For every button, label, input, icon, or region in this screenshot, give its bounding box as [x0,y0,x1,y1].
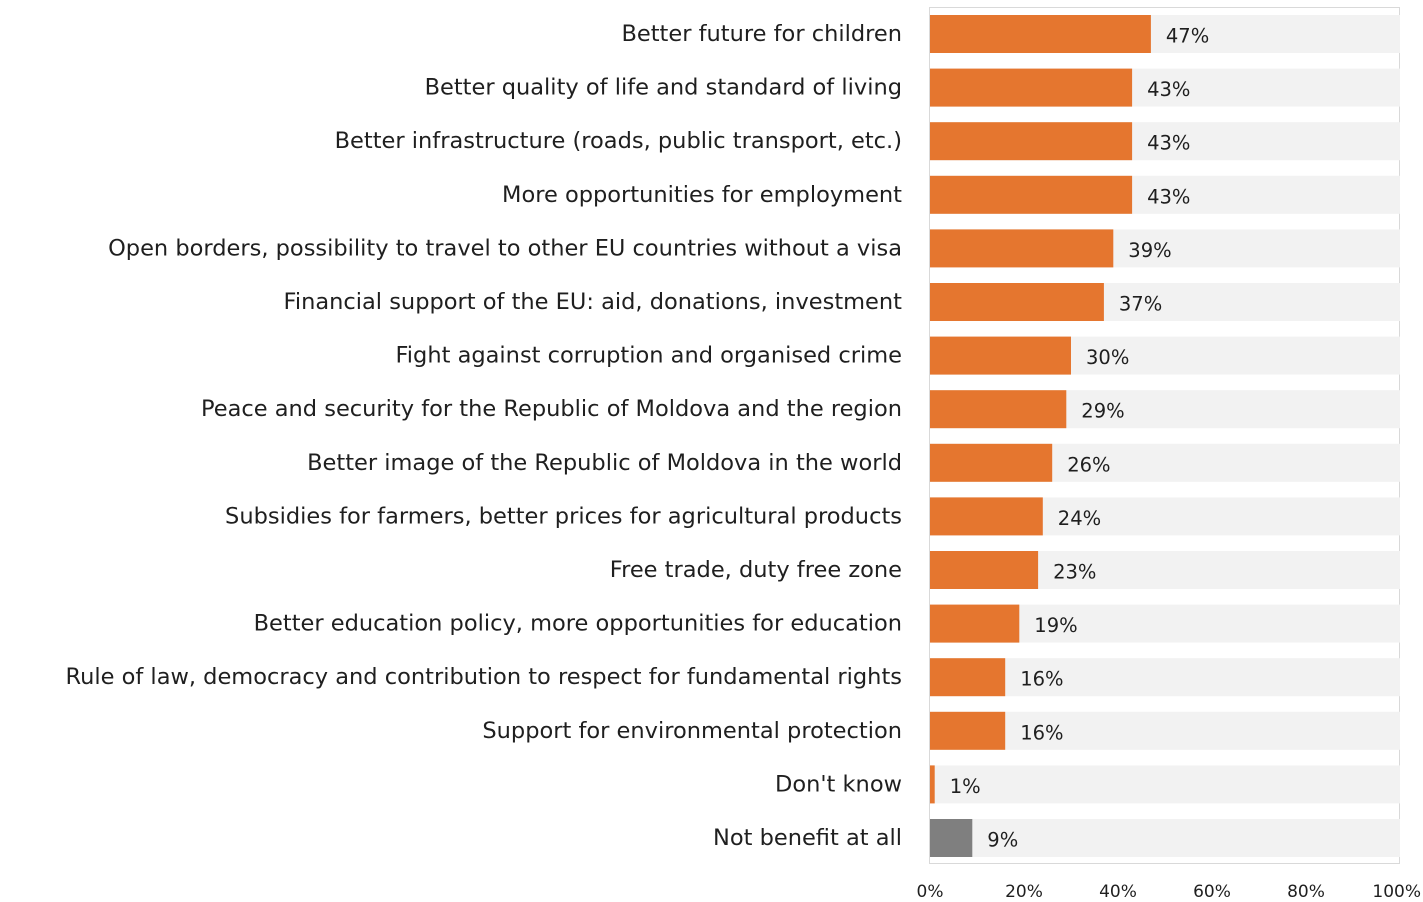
value-label: 39% [1128,239,1171,262]
category-label: Financial support of the EU: aid, donati… [284,289,903,315]
bar [930,122,1133,161]
x-axis-tick-labels: 0% 20% 40% 60% 80% 100% [917,882,1421,902]
value-label: 9% [987,829,1018,852]
value-label: 43% [1147,132,1190,155]
bar [930,604,1020,643]
bar-track [930,765,1400,804]
category-label: Better future for children [621,21,902,47]
category-label: Better quality of life and standard of l… [425,75,902,101]
value-label: 43% [1147,185,1190,208]
x-tick-label: 0% [917,882,944,902]
category-label: Support for environmental protection [482,718,902,744]
x-tick-label: 60% [1193,882,1231,902]
bar [930,175,1133,214]
category-label: Don't know [775,771,902,797]
value-label: 23% [1053,561,1096,584]
bar [930,68,1133,107]
value-label: 43% [1147,78,1190,101]
value-label: 1% [950,775,981,798]
category-label: Better infrastructure (roads, public tra… [335,128,902,154]
category-label: Open borders, possibility to travel to o… [108,235,902,261]
category-label: More opportunities for employment [502,182,902,208]
category-label: Free trade, duty free zone [610,557,902,583]
category-label: Fight against corruption and organised c… [396,343,903,369]
bar [930,15,1151,53]
category-labels: Better future for children Better quality… [65,21,902,851]
bar-track [930,711,1400,750]
category-label: Not benefit at all [713,825,902,851]
value-label: 37% [1119,293,1162,316]
bar-track [930,658,1400,697]
category-label: Better image of the Republic of Moldova … [307,450,902,476]
bar [930,283,1104,321]
bar [930,336,1071,375]
value-label: 26% [1067,453,1110,476]
category-label: Rule of law, democracy and contribution … [65,664,902,690]
bar [930,765,935,804]
value-label: 19% [1034,614,1077,637]
bar [930,658,1006,697]
value-label: 16% [1020,721,1063,744]
value-label: 24% [1058,507,1101,530]
value-label: 47% [1166,25,1209,48]
bar [930,443,1053,482]
category-label: Better education policy, more opportunit… [254,611,902,637]
bar [930,819,973,857]
category-label: Subsidies for farmers, better prices for… [225,503,902,529]
bars [930,15,1151,857]
bar [930,551,1039,589]
x-tick-label: 40% [1099,882,1137,902]
plot-area-frame [929,7,1400,864]
x-tick-label: 20% [1005,882,1043,902]
bar [930,711,1006,750]
bar [930,229,1114,268]
x-tick-label: 80% [1287,882,1325,902]
value-label: 30% [1086,346,1129,369]
category-label: Peace and security for the Republic of M… [201,396,902,422]
value-label: 29% [1081,400,1124,423]
x-tick-label: 100% [1372,882,1421,902]
bar-track [930,819,1400,857]
value-label: 16% [1020,668,1063,691]
bar [930,390,1067,429]
value-labels: 47% 43% 43% 43% 39% 37% 30% 29% 26% 24% 23% 19% 16% 1… [950,25,1210,852]
bar [930,497,1043,536]
